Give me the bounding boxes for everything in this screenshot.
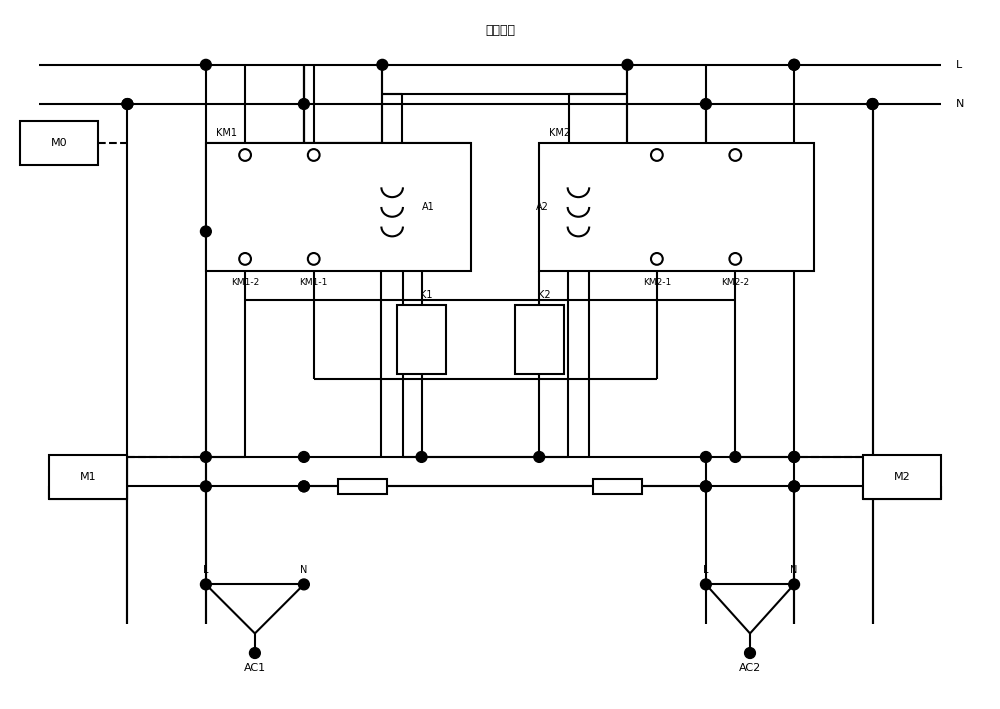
Circle shape bbox=[651, 149, 663, 161]
Circle shape bbox=[789, 60, 800, 70]
Text: K1: K1 bbox=[420, 290, 433, 300]
Circle shape bbox=[239, 253, 251, 264]
Circle shape bbox=[867, 99, 878, 109]
Text: KM1-2: KM1-2 bbox=[231, 278, 259, 287]
Text: AC2: AC2 bbox=[739, 663, 761, 673]
Circle shape bbox=[789, 579, 800, 590]
Text: K2: K2 bbox=[538, 290, 550, 300]
Circle shape bbox=[700, 452, 711, 462]
Text: A1: A1 bbox=[422, 202, 434, 212]
Text: M1: M1 bbox=[80, 471, 97, 481]
Text: KM2-2: KM2-2 bbox=[721, 278, 749, 287]
Circle shape bbox=[200, 226, 211, 237]
Circle shape bbox=[789, 452, 800, 462]
Circle shape bbox=[700, 579, 711, 590]
Circle shape bbox=[745, 647, 755, 659]
Circle shape bbox=[299, 481, 309, 492]
Text: KM2-1: KM2-1 bbox=[643, 278, 671, 287]
Text: L: L bbox=[203, 564, 209, 575]
Circle shape bbox=[651, 253, 663, 264]
Circle shape bbox=[789, 452, 800, 462]
Circle shape bbox=[250, 647, 260, 659]
FancyBboxPatch shape bbox=[515, 305, 564, 374]
Circle shape bbox=[200, 60, 211, 70]
Text: M2: M2 bbox=[894, 471, 910, 481]
Circle shape bbox=[299, 481, 309, 492]
Circle shape bbox=[200, 579, 211, 590]
FancyBboxPatch shape bbox=[397, 305, 446, 374]
Circle shape bbox=[789, 481, 800, 492]
Circle shape bbox=[299, 452, 309, 462]
Circle shape bbox=[534, 452, 545, 462]
Circle shape bbox=[730, 452, 741, 462]
Circle shape bbox=[200, 452, 211, 462]
FancyBboxPatch shape bbox=[863, 454, 941, 498]
Text: 交流母线: 交流母线 bbox=[485, 24, 515, 37]
Text: L: L bbox=[956, 60, 962, 69]
FancyBboxPatch shape bbox=[49, 454, 127, 498]
Text: N: N bbox=[956, 99, 964, 109]
FancyBboxPatch shape bbox=[593, 479, 642, 493]
Circle shape bbox=[299, 579, 309, 590]
Text: L: L bbox=[703, 564, 709, 575]
Text: KM2: KM2 bbox=[549, 128, 570, 138]
Text: KM1-1: KM1-1 bbox=[300, 278, 328, 287]
Circle shape bbox=[308, 149, 320, 161]
Text: N: N bbox=[300, 564, 308, 575]
Circle shape bbox=[122, 99, 133, 109]
Circle shape bbox=[867, 99, 878, 109]
Text: M0: M0 bbox=[51, 138, 67, 148]
Circle shape bbox=[416, 452, 427, 462]
Circle shape bbox=[789, 60, 800, 70]
Circle shape bbox=[200, 481, 211, 492]
Circle shape bbox=[239, 149, 251, 161]
Circle shape bbox=[308, 253, 320, 264]
Circle shape bbox=[122, 99, 133, 109]
FancyBboxPatch shape bbox=[338, 479, 387, 493]
Text: A2: A2 bbox=[536, 202, 549, 212]
Circle shape bbox=[377, 60, 388, 70]
Circle shape bbox=[729, 253, 741, 264]
Circle shape bbox=[299, 99, 309, 109]
Circle shape bbox=[789, 481, 800, 492]
FancyBboxPatch shape bbox=[206, 143, 471, 271]
Circle shape bbox=[729, 149, 741, 161]
FancyBboxPatch shape bbox=[20, 121, 98, 165]
Circle shape bbox=[700, 481, 711, 492]
Text: AC1: AC1 bbox=[244, 663, 266, 673]
Text: KM1: KM1 bbox=[216, 128, 237, 138]
Circle shape bbox=[700, 481, 711, 492]
Text: N: N bbox=[790, 564, 798, 575]
Circle shape bbox=[622, 60, 633, 70]
FancyBboxPatch shape bbox=[539, 143, 814, 271]
Circle shape bbox=[700, 99, 711, 109]
